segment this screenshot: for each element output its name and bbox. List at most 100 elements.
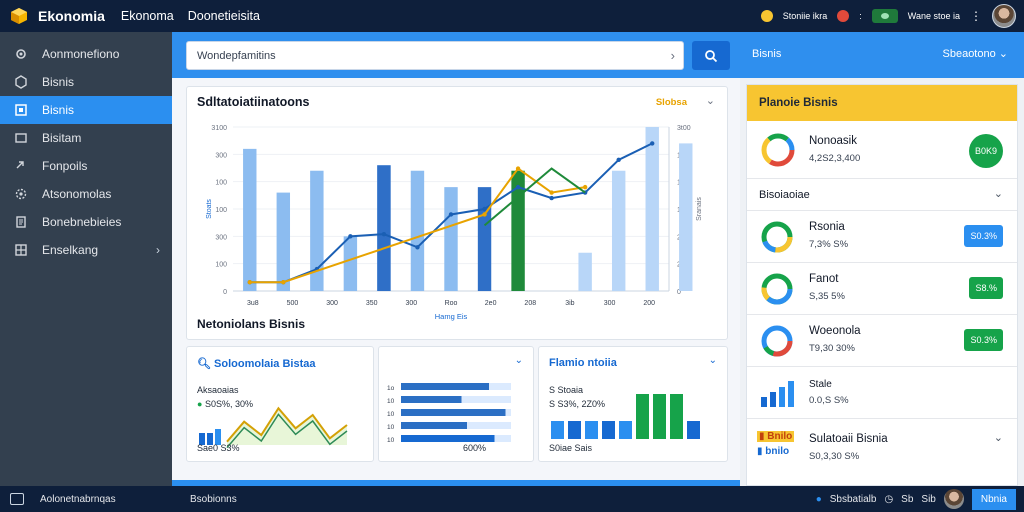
mini-bar — [551, 421, 564, 439]
top-nav-ekonoma[interactable]: Ekonoma — [120, 9, 174, 23]
mini-card-line: Aksaoaias — [197, 385, 239, 395]
mini-hbar-label: 1o — [387, 385, 395, 392]
mini-bar-chart — [551, 394, 700, 439]
x-tick-label: 208 — [524, 300, 536, 307]
chevron-down-icon[interactable]: ⌄ — [705, 95, 715, 107]
sidebar-item-fonpoils[interactable]: Fonpoils — [0, 152, 172, 180]
chevron-down-icon[interactable]: ⌄ — [514, 355, 523, 366]
main-chart: 310030010010030010003t001100100100200020… — [206, 125, 703, 321]
sidebar-item-enselkang[interactable]: Enselkang › — [0, 236, 172, 264]
chevron-down-icon[interactable]: ⌄ — [708, 355, 717, 366]
right-item-title: Fanot — [809, 273, 839, 285]
sidebar-item-atsonomolas[interactable]: Atsonomolas — [0, 180, 172, 208]
line-point — [348, 234, 353, 239]
notification-icon[interactable] — [760, 10, 773, 22]
brand-logo-bottom: ▮ bnilo — [757, 446, 790, 457]
status-right: ● Sbsbatialb ◷ Sb Sib Nbnia — [816, 488, 1016, 510]
mini-line — [226, 413, 348, 449]
status-mid-text: Bsobionns — [190, 493, 237, 505]
right-panel-item[interactable]: Fanot S,35 5% S8.% — [747, 263, 1017, 315]
mini-bar — [670, 394, 683, 439]
bar — [410, 170, 425, 291]
right-panel-item[interactable]: Rsonia 7,3% S% S0.3% — [747, 211, 1017, 263]
right-item-badge[interactable]: B0K9 — [969, 134, 1003, 168]
search-box: › — [186, 41, 684, 70]
right-item-badge[interactable]: S0.3% — [964, 225, 1003, 247]
sidebar-item-label: Atsonomolas — [42, 187, 112, 201]
mini-hbar-label: 10 — [387, 411, 395, 418]
status-right-text: Sib — [921, 493, 936, 505]
right-item-title: Sulatoaii Bisnia — [809, 433, 888, 445]
top-nav-documents[interactable]: Doonetieisita — [187, 9, 260, 23]
y-tick-label-right: 0 — [677, 289, 681, 296]
mini-card-line: S S3%, 2Z0% — [549, 399, 606, 409]
right-panel: Planoie Bisnis Nonoasik 4,2S2,3,400 B0K9… — [746, 84, 1018, 486]
clear-icon[interactable]: › — [670, 48, 675, 63]
right-item-badge[interactable]: S8.% — [969, 277, 1003, 299]
right-panel-top-item[interactable]: Nonoasik 4,2S2,3,400 B0K9 — [747, 121, 1017, 179]
y-tick-label-right: 3t00 — [677, 125, 691, 132]
section-label: Bisoiaoiae — [759, 189, 810, 201]
bar-chart-icon — [761, 381, 794, 407]
search-button[interactable] — [692, 41, 730, 70]
header-tab-bisnis[interactable]: Bisnis — [752, 48, 782, 60]
sidebar-item-overview[interactable]: Aonmonefiono — [0, 40, 172, 68]
x-tick-label: 3u8 — [247, 300, 259, 307]
chevron-down-icon: ⌄ — [998, 48, 1008, 60]
link-icon — [14, 159, 28, 173]
mini-line-chart — [199, 406, 348, 449]
status-right-text: Sb — [901, 493, 914, 505]
status-right-text: Sbsbatialb — [829, 493, 877, 505]
user-label[interactable]: Wane stoe ia — [907, 11, 960, 21]
right-panel-bottom-item[interactable]: ▮ Bnilo ▮ bnilo Sulatoaii Bisnia S0,3,30… — [747, 419, 1017, 485]
sidebar-item-label: Bonebnebieies — [42, 215, 122, 229]
search-input[interactable] — [187, 42, 657, 69]
avatar[interactable] — [943, 489, 964, 509]
right-panel-item[interactable]: Stale 0.0,S S% — [747, 367, 1017, 419]
mini-hbar-label: 10 — [387, 424, 395, 431]
mini-bar — [636, 394, 649, 439]
mini-bar — [687, 421, 700, 439]
right-panel-section[interactable]: Bisoiaoiae ⌄ — [747, 179, 1017, 211]
sidebar-item-bonebnebieies[interactable]: Bonebnebieies — [0, 208, 172, 236]
mini-card-foot: Sae0 S3% — [197, 443, 240, 453]
status-button[interactable]: Nbnia — [971, 488, 1016, 510]
line-point — [247, 280, 252, 285]
main-bottom-strip — [172, 480, 740, 486]
mini-bar — [653, 394, 666, 439]
avatar[interactable] — [992, 4, 1016, 28]
bar — [578, 252, 592, 291]
sidebar-item-bisnis-active[interactable]: Bisnis — [0, 96, 172, 124]
line-point — [549, 195, 554, 201]
window-icon[interactable] — [10, 493, 24, 505]
line-point — [515, 166, 521, 171]
sidebar-item-label: Bisnis — [42, 75, 75, 89]
right-item-sub: T9,30 30% — [809, 343, 855, 354]
right-panel-item[interactable]: Woeonola T9,30 30% S0.3% — [747, 315, 1017, 367]
sidebar-item-bisitam[interactable]: Bisitam — [0, 124, 172, 152]
alert-icon[interactable] — [837, 10, 850, 22]
bar — [243, 148, 257, 291]
sidebar-spacer — [0, 32, 172, 40]
header-dropdown[interactable]: Sbeaotono ⌄ — [943, 47, 1009, 60]
line-point — [381, 231, 387, 237]
y-tick-label-left: 0 — [223, 289, 227, 296]
right-item-sub: 0.0,S S% — [809, 395, 849, 406]
toggle-switch[interactable] — [871, 9, 898, 23]
right-item-badge[interactable]: S0.3% — [964, 329, 1003, 351]
x-tick-label: 200 — [643, 300, 655, 307]
chart-link[interactable]: Slobsa — [655, 97, 687, 108]
donut-chart-icon — [761, 325, 793, 357]
x-tick-label: 3ib — [565, 300, 574, 307]
y-axis-label-left: Stoats — [206, 199, 213, 219]
y-tick-label-left: 300 — [215, 152, 227, 159]
menu-dots-icon[interactable]: ⋮ — [970, 9, 982, 23]
y-tick-label-left: 300 — [215, 234, 227, 241]
notification-label[interactable]: Stoniie ikra — [782, 11, 828, 21]
bar — [679, 143, 693, 291]
x-tick-label: 300 — [604, 300, 616, 307]
y-tick-label-left: 3100 — [211, 125, 227, 132]
sidebar-item-bisnis[interactable]: Bisnis — [0, 68, 172, 96]
status-left-text: Aolonetnabrnqas — [40, 493, 116, 505]
line-point — [616, 157, 621, 162]
